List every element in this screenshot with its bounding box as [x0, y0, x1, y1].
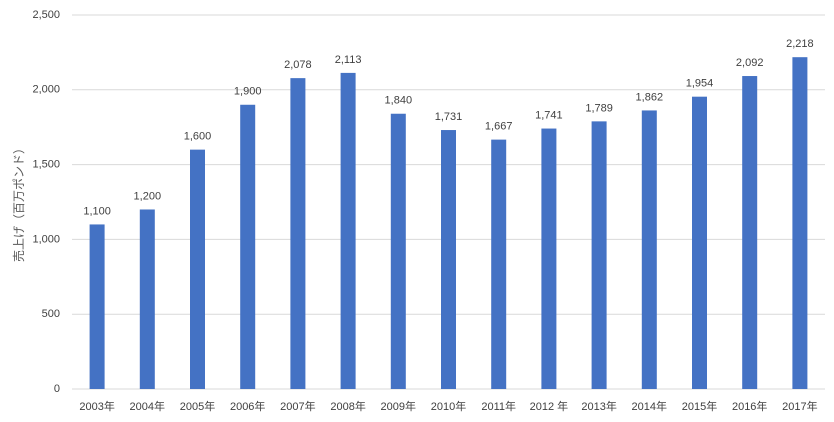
x-tick-label: 2011年	[481, 399, 516, 413]
data-label: 1,600	[184, 131, 212, 143]
bar	[742, 76, 758, 389]
x-tick-label: 2014年	[632, 399, 667, 413]
bar	[190, 149, 205, 389]
data-label: 2,218	[786, 38, 814, 50]
x-tick-label: 2009年	[381, 399, 416, 413]
bar	[240, 104, 256, 389]
data-label: 2,092	[736, 57, 764, 69]
x-tick-label: 2017年	[782, 399, 817, 413]
x-tick-label: 2016年	[732, 399, 767, 413]
data-label: 1,954	[686, 78, 714, 90]
data-label: 2,113	[335, 54, 362, 66]
data-label: 1,900	[234, 86, 262, 98]
bar	[290, 78, 306, 390]
y-axis-label: 売上げ（百万ポンド）	[11, 142, 26, 262]
y-tick-label: 1,500	[32, 159, 60, 171]
data-label: 1,667	[485, 121, 513, 133]
data-label: 1,741	[535, 109, 563, 121]
data-label: 2,078	[284, 59, 312, 71]
bar	[441, 130, 456, 389]
x-tick-label: 2007年	[280, 399, 315, 413]
bar	[692, 96, 707, 389]
x-tick-label: 2003年	[79, 399, 114, 413]
bar	[541, 128, 557, 390]
y-tick-label: 1,000	[32, 233, 60, 245]
y-tick-label: 2,000	[32, 84, 60, 96]
x-tick-label: 2010年	[431, 399, 466, 413]
data-label: 1,862	[636, 91, 664, 103]
data-label: 1,840	[385, 95, 413, 107]
x-tick-label: 2013年	[581, 399, 616, 413]
bar	[89, 224, 105, 389]
bar	[390, 113, 406, 390]
data-label: 1,789	[585, 102, 613, 114]
bar	[641, 110, 657, 390]
y-tick-label: 500	[42, 308, 60, 320]
x-tick-label: 2005年	[180, 399, 215, 413]
x-tick-label: 2015年	[682, 399, 717, 413]
x-tick-label: 2006年	[230, 399, 265, 413]
bar	[591, 121, 607, 389]
data-label: 1,100	[83, 205, 111, 217]
y-tick-label: 2,500	[32, 9, 60, 21]
bar	[139, 209, 155, 389]
x-tick-label: 2004年	[130, 399, 165, 413]
x-tick-label: 2008年	[330, 399, 365, 413]
y-tick-label: 0	[54, 383, 60, 395]
x-tick-label: 2012 年	[530, 399, 569, 413]
data-label: 1,731	[435, 111, 463, 123]
bar	[340, 72, 356, 389]
data-label: 1,200	[134, 190, 162, 202]
bar	[792, 57, 808, 390]
bar	[491, 139, 507, 389]
